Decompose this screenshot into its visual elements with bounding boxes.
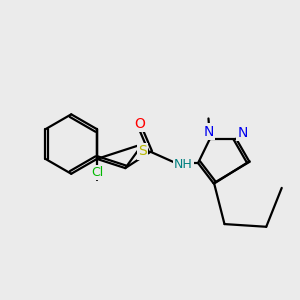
Text: NH: NH [174, 158, 193, 171]
Text: N: N [238, 126, 248, 140]
Text: O: O [135, 117, 146, 131]
Text: Cl: Cl [92, 167, 104, 179]
Text: S: S [138, 145, 147, 158]
Text: N: N [203, 124, 214, 139]
